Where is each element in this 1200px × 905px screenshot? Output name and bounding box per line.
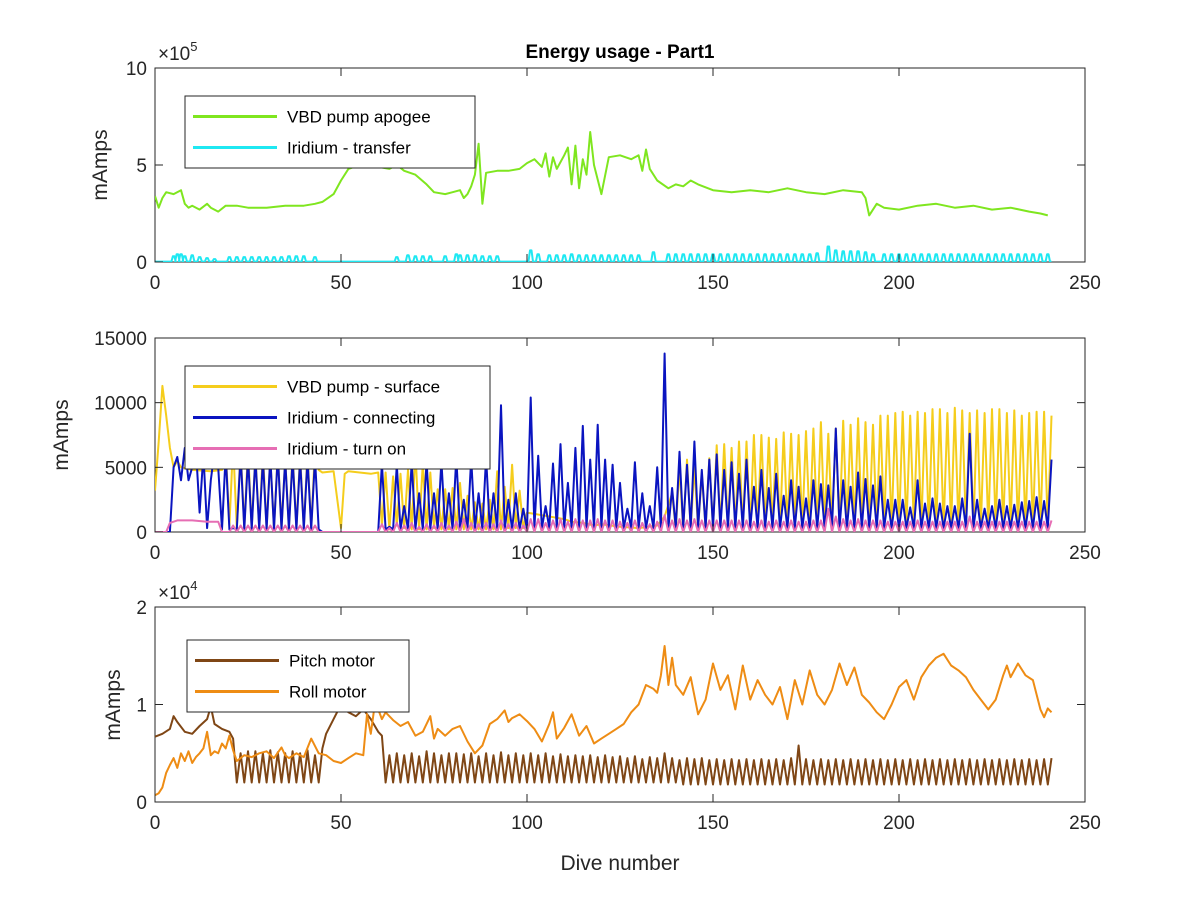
y-axis-label: mAmps <box>50 399 73 470</box>
series-line-iridium-connecting <box>155 352 1053 532</box>
x-axis-label: Dive number <box>560 852 679 875</box>
y-exponent-power: 5 <box>190 39 197 54</box>
x-tick-label: 150 <box>697 543 729 564</box>
y-tick-label: 2 <box>136 598 147 619</box>
y-tick-label: 1 <box>136 696 147 717</box>
y-axis-label: mAmps <box>102 669 125 740</box>
x-tick-label: 0 <box>150 273 161 294</box>
x-tick-label: 100 <box>511 543 543 564</box>
legend-label: Iridium - turn on <box>287 440 406 459</box>
y-tick-label: 10 <box>126 59 147 80</box>
y-tick-label: 0 <box>136 523 147 544</box>
x-tick-label: 200 <box>883 273 915 294</box>
x-tick-label: 250 <box>1069 273 1101 294</box>
series-line-iridium-transfer <box>155 245 1052 262</box>
y-tick-label: 0 <box>136 793 147 814</box>
x-tick-label: 200 <box>883 543 915 564</box>
y-axis-label: mAmps <box>89 129 112 200</box>
y-exponent-label: ×104 <box>158 578 197 604</box>
y-tick-label: 0 <box>136 253 147 274</box>
tick-group: 0 50 100 150 200 250 0 1 2 <box>136 598 1100 834</box>
plot-area <box>155 131 1052 262</box>
legend-box <box>186 639 410 713</box>
x-tick-label: 150 <box>697 813 729 834</box>
y-exponent-base: ×10 <box>158 44 190 65</box>
x-tick-label: 200 <box>883 813 915 834</box>
x-tick-label: 100 <box>511 273 543 294</box>
x-tick-label: 50 <box>330 813 351 834</box>
svg-text:×104: ×104 <box>158 578 197 604</box>
series-line-pitch-motor <box>155 703 1053 786</box>
panel-energy-motors: 0 50 100 150 200 250 0 1 2 mAmps ×104 Dive numbe… <box>102 578 1101 875</box>
plot-area <box>155 352 1053 532</box>
y-exponent-label: ×105 <box>158 39 197 65</box>
x-tick-label: 50 <box>330 273 351 294</box>
y-exponent-power: 4 <box>190 578 197 593</box>
tick-group: 0 50 100 150 200 250 0 5000 10000 15000 <box>94 329 1101 564</box>
x-tick-label: 250 <box>1069 813 1101 834</box>
x-tick-label: 250 <box>1069 543 1101 564</box>
legend-label: Roll motor <box>289 683 367 702</box>
x-tick-label: 100 <box>511 813 543 834</box>
series-line-vbd-pump-apogee <box>155 131 1049 217</box>
y-tick-label: 10000 <box>94 394 147 415</box>
y-tick-label: 15000 <box>94 329 147 350</box>
legend-label: Iridium - transfer <box>287 139 411 158</box>
tick-group: 0 50 100 150 200 250 0 5 10 <box>126 59 1101 294</box>
chart-title: Energy usage - Part1 <box>525 42 714 63</box>
series-line-roll-motor <box>155 645 1053 797</box>
legend-label: VBD pump apogee <box>287 108 431 127</box>
legend-label: Iridium - connecting <box>287 409 435 428</box>
x-tick-label: 150 <box>697 273 729 294</box>
legend: VBD pump - surface Iridium - connecting Ir… <box>184 365 491 470</box>
plot-area <box>155 645 1053 797</box>
legend-label: VBD pump - surface <box>287 378 440 397</box>
x-tick-label: 50 <box>330 543 351 564</box>
series-line-iridium-turn-on <box>155 507 1053 532</box>
legend: Pitch motor Roll motor <box>186 639 410 713</box>
svg-text:×105: ×105 <box>158 39 197 65</box>
x-tick-label: 0 <box>150 813 161 834</box>
y-tick-label: 5000 <box>105 458 147 479</box>
legend-box <box>184 95 476 169</box>
legend-label: Pitch motor <box>289 652 375 671</box>
y-exponent-base: ×10 <box>158 583 190 604</box>
legend: VBD pump apogee Iridium - transfer <box>184 95 476 169</box>
x-tick-label: 0 <box>150 543 161 564</box>
panel-energy-apogee: 0 50 100 150 200 250 0 5 10 Energy usage - Part1… <box>89 39 1101 294</box>
y-tick-label: 5 <box>136 156 147 177</box>
panel-energy-surface: 0 50 100 150 200 250 0 5000 10000 15000 mAmps VBD… <box>50 329 1101 564</box>
